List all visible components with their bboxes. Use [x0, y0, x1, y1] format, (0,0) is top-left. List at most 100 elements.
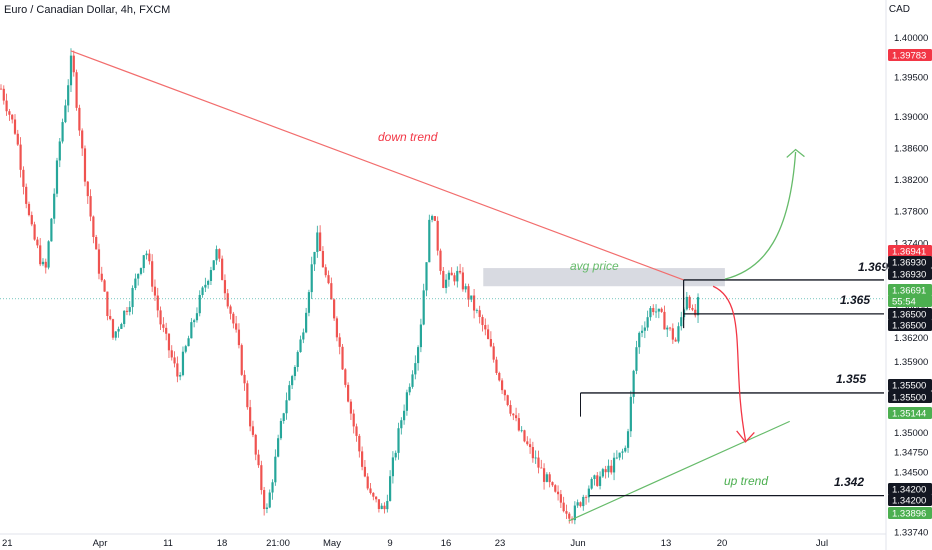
- candle-body: [615, 457, 618, 459]
- candle-body: [145, 253, 148, 256]
- candle-body: [685, 296, 688, 310]
- price-label: 1.36941: [892, 247, 926, 258]
- candle-body: [436, 220, 439, 251]
- candle-body: [240, 345, 243, 375]
- candle-body: [548, 474, 551, 483]
- bullish-projection-arrow: [724, 151, 797, 280]
- candle-body: [120, 324, 123, 329]
- candle-body: [47, 241, 50, 268]
- bearish-projection-arrow: [712, 285, 747, 441]
- candle-body: [520, 430, 523, 432]
- y-tick-label: 1.33740: [894, 528, 928, 539]
- candle-body: [610, 465, 613, 473]
- candle-body: [607, 465, 610, 473]
- candle-body: [579, 502, 582, 507]
- candle-body: [472, 295, 476, 311]
- x-tick-label: 16: [441, 538, 452, 549]
- candle-body: [176, 363, 179, 377]
- candle-body: [167, 333, 171, 351]
- candle-body: [498, 372, 501, 381]
- candle-body: [456, 270, 459, 282]
- candle-body: [447, 272, 450, 280]
- candle-body: [89, 196, 92, 217]
- candle-body: [593, 475, 596, 479]
- x-tick-label: 23: [495, 538, 506, 549]
- candle-body: [131, 288, 134, 308]
- candle-body: [425, 262, 428, 291]
- candle-body: [638, 332, 641, 348]
- candle-body: [403, 410, 406, 421]
- y-tick-label: 1.35000: [894, 428, 928, 439]
- avg-price-label: avg price: [570, 259, 619, 273]
- candle-body: [53, 193, 56, 219]
- price-label-bg: [888, 391, 932, 403]
- candle-body: [299, 339, 302, 353]
- up-trend-line: [568, 420, 790, 522]
- up-trend-label: up trend: [724, 474, 768, 488]
- candle-body: [232, 313, 235, 324]
- candle-body: [612, 457, 616, 473]
- candle-body: [344, 369, 347, 385]
- candle-body: [646, 317, 649, 328]
- candle-body: [470, 295, 473, 300]
- candle-body: [691, 307, 694, 310]
- candle-body: [190, 322, 193, 339]
- y-tick-label: 1.37400: [894, 238, 928, 249]
- bearish-arrowhead: [736, 430, 755, 443]
- candle-body: [598, 476, 602, 486]
- candle-body: [503, 390, 506, 396]
- candle-body: [408, 386, 411, 393]
- candle-body: [587, 488, 590, 498]
- candle-body: [193, 320, 196, 323]
- price-label-bg: [888, 295, 932, 307]
- candle-body: [439, 250, 442, 271]
- candle-body: [139, 268, 143, 274]
- price-label: 1.36930: [892, 270, 926, 281]
- y-tick-label: 1.36600: [894, 302, 928, 313]
- candle-body: [285, 400, 288, 414]
- candle-body: [442, 270, 445, 288]
- candle-body: [640, 330, 644, 333]
- candle-body: [137, 273, 140, 279]
- candle-body: [246, 383, 249, 408]
- candle-body: [106, 291, 109, 317]
- x-axis[interactable]: 21 Apr 11 18 21:00 May 9 16 23 Jun 13 20 Jul: [0, 533, 886, 549]
- y-tick-label: 1.38600: [894, 143, 928, 154]
- candle-body: [173, 357, 176, 364]
- candle-body: [310, 264, 313, 293]
- candle-body: [366, 476, 369, 489]
- candle-body: [500, 380, 504, 391]
- candle-body: [461, 272, 464, 290]
- candle-body: [584, 496, 588, 498]
- candle-body: [559, 494, 562, 503]
- candle-body: [148, 253, 151, 262]
- y-tick-label: 1.40000: [894, 33, 928, 44]
- candle-body: [109, 316, 112, 320]
- candle-body: [352, 413, 355, 427]
- candle-body: [495, 359, 498, 373]
- candle-body: [229, 306, 232, 314]
- candle-body: [671, 328, 674, 340]
- candle-body: [282, 413, 285, 421]
- candle-body: [67, 85, 70, 106]
- candle-body: [484, 325, 487, 330]
- candle-body: [95, 237, 98, 250]
- candle-body: [649, 308, 652, 318]
- candle-body: [268, 492, 271, 508]
- candle-body: [635, 347, 638, 371]
- candle-body: [537, 457, 540, 468]
- candle-body: [632, 370, 635, 397]
- candle-body: [8, 111, 11, 115]
- candle-body: [450, 272, 453, 276]
- candle-body: [453, 275, 456, 282]
- y-tick-label: 1.36200: [894, 333, 928, 344]
- candle-body: [75, 72, 78, 108]
- candle-body: [618, 452, 621, 458]
- y-tick-label: 1.34500: [894, 467, 928, 478]
- candle-body: [341, 346, 344, 370]
- candle-body: [201, 287, 204, 296]
- candle-body: [156, 295, 159, 311]
- candle-body: [39, 245, 42, 265]
- price-label: 1.33896: [892, 509, 926, 520]
